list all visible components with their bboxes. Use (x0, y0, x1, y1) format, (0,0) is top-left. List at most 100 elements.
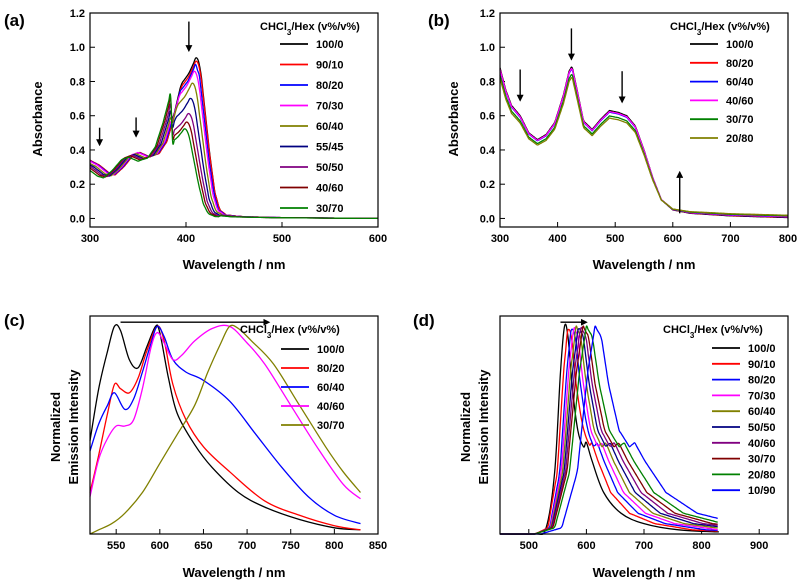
panel-d-xlabel: Wavelength / nm (593, 565, 696, 580)
x-tick-label: 850 (369, 540, 387, 552)
panel-c: (c) Normalized Emission Intensity Wavele… (4, 311, 387, 580)
panel-c-plot-frame (89, 315, 379, 535)
x-tick-label: 400 (548, 233, 566, 245)
y-tick-label: 0.6 (480, 111, 495, 123)
panel-c-ylabel-line2: Emission Intensity (66, 369, 81, 485)
x-tick-label: 700 (721, 233, 739, 245)
x-tick-label: 500 (273, 233, 291, 245)
panel-d-label: (d) (413, 311, 435, 330)
y-tick-label: 1.0 (70, 42, 85, 54)
panel-d-ticks: 500 600 700 800 900 (520, 529, 768, 552)
legend-label: 100/0 (726, 39, 754, 51)
legend-label: 40/60 (316, 183, 344, 195)
y-tick-label: 0.2 (70, 179, 85, 191)
series-line (89, 324, 362, 535)
legend-label: 30/70 (317, 420, 345, 432)
y-tick-label: 0.6 (70, 111, 85, 123)
panel-d: (d) Normalized Emission Intensity Wavele… (413, 311, 789, 580)
legend-label: 50/50 (316, 162, 344, 174)
x-tick-label: 400 (177, 233, 195, 245)
panel-c-curves (89, 324, 362, 535)
x-tick-label: 650 (194, 540, 212, 552)
series-line (89, 324, 361, 531)
legend-label: 60/40 (726, 77, 754, 89)
legend-label: 30/70 (748, 454, 776, 466)
x-tick-label: 700 (635, 540, 653, 552)
legend-label: 80/20 (316, 80, 344, 92)
x-tick-label: 500 (606, 233, 624, 245)
series-line (89, 325, 361, 525)
panel-a-arrows (96, 21, 193, 147)
series-line (499, 328, 718, 535)
legend-label: 80/20 (317, 363, 345, 375)
legend-label: 100/0 (748, 343, 776, 355)
y-tick-label: 0.0 (70, 213, 85, 225)
y-tick-label: 0.4 (70, 145, 86, 157)
legend-title: CHCl3/Hex (v%/v%) (663, 324, 763, 340)
panel-c-label: (c) (4, 311, 25, 330)
legend-label: 70/30 (316, 101, 344, 113)
legend-label: 100/0 (317, 344, 345, 356)
panel-a-plot-frame (89, 12, 379, 228)
panel-c-legend: CHCl3/Hex (v%/v%) 100/0 80/20 60/40 40/60 30/… (240, 324, 345, 432)
series-line (499, 325, 718, 535)
legend-title: CHCl3/Hex (v%/v%) (260, 21, 360, 37)
series-line (499, 323, 719, 536)
series-line (499, 77, 789, 216)
x-tick-label: 750 (282, 540, 300, 552)
series-line (89, 96, 378, 220)
x-tick-label: 600 (577, 540, 595, 552)
panel-b-ticks: 300 400 500 600 700 800 0.0 0.2 0.4 0.6 0.8 1.0 1.2 (480, 8, 797, 245)
legend-label: 55/45 (316, 142, 344, 154)
panel-d-legend: CHCl3/Hex (v%/v%) 100/0 90/10 80/20 70/30 60/… (663, 324, 776, 497)
legend-title: CHCl3/Hex (v%/v%) (240, 324, 340, 340)
legend-label: 90/10 (748, 359, 776, 371)
series-line (499, 327, 718, 535)
panel-a-curves (89, 57, 378, 220)
panel-c-xlabel: Wavelength / nm (183, 565, 286, 580)
x-tick-label: 600 (664, 233, 682, 245)
panel-a-legend: CHCl3/Hex (v%/v%) 100/0 90/10 80/20 70/30 60/… (260, 21, 360, 215)
panel-d-ylabel-line2: Emission Intensity (476, 369, 491, 485)
panel-a-ylabel: Absorbance (30, 81, 45, 156)
legend-label: 20/80 (726, 133, 754, 145)
panel-b-xlabel: Wavelength / nm (593, 257, 696, 272)
x-tick-label: 700 (238, 540, 256, 552)
panel-b-curves (499, 66, 789, 219)
series-line (89, 97, 378, 220)
panel-b-plot-frame (499, 12, 789, 228)
panel-d-plot-frame (499, 315, 789, 535)
y-tick-label: 1.2 (480, 8, 495, 20)
panel-b-legend: CHCl3/Hex (v%/v%) 100/0 80/20 60/40 40/60 30/… (670, 21, 770, 145)
legend-label: 100/0 (316, 39, 344, 51)
series-line (499, 326, 718, 535)
y-tick-label: 0.8 (70, 76, 85, 88)
panel-b-arrows (516, 28, 684, 214)
x-tick-label: 300 (491, 233, 509, 245)
y-tick-label: 0.8 (480, 76, 495, 88)
legend-label: 70/30 (748, 390, 776, 402)
legend-label: 20/80 (748, 469, 776, 481)
legend-label: 50/50 (748, 422, 776, 434)
x-tick-label: 800 (325, 540, 343, 552)
panel-a-xlabel: Wavelength / nm (183, 257, 286, 272)
legend-label: 60/40 (317, 382, 345, 394)
panel-b: (b) Absorbance Wavelength / nm 300 400 500… (428, 8, 797, 272)
legend-label: 30/70 (726, 114, 754, 126)
panel-c-ylabel-line1: Normalized (48, 392, 63, 462)
x-tick-label: 600 (151, 540, 169, 552)
panel-a-label: (a) (4, 11, 25, 30)
x-tick-label: 600 (369, 233, 387, 245)
x-tick-label: 500 (520, 540, 538, 552)
x-tick-label: 800 (779, 233, 797, 245)
legend-label: 80/20 (748, 375, 776, 387)
series-line (499, 326, 718, 535)
legend-label: 40/60 (748, 438, 776, 450)
legend-label: 10/90 (748, 485, 776, 497)
x-tick-label: 900 (750, 540, 768, 552)
legend-title: CHCl3/Hex (v%/v%) (670, 21, 770, 37)
series-line (499, 328, 718, 535)
x-tick-label: 800 (692, 540, 710, 552)
legend-label: 60/40 (316, 121, 344, 133)
